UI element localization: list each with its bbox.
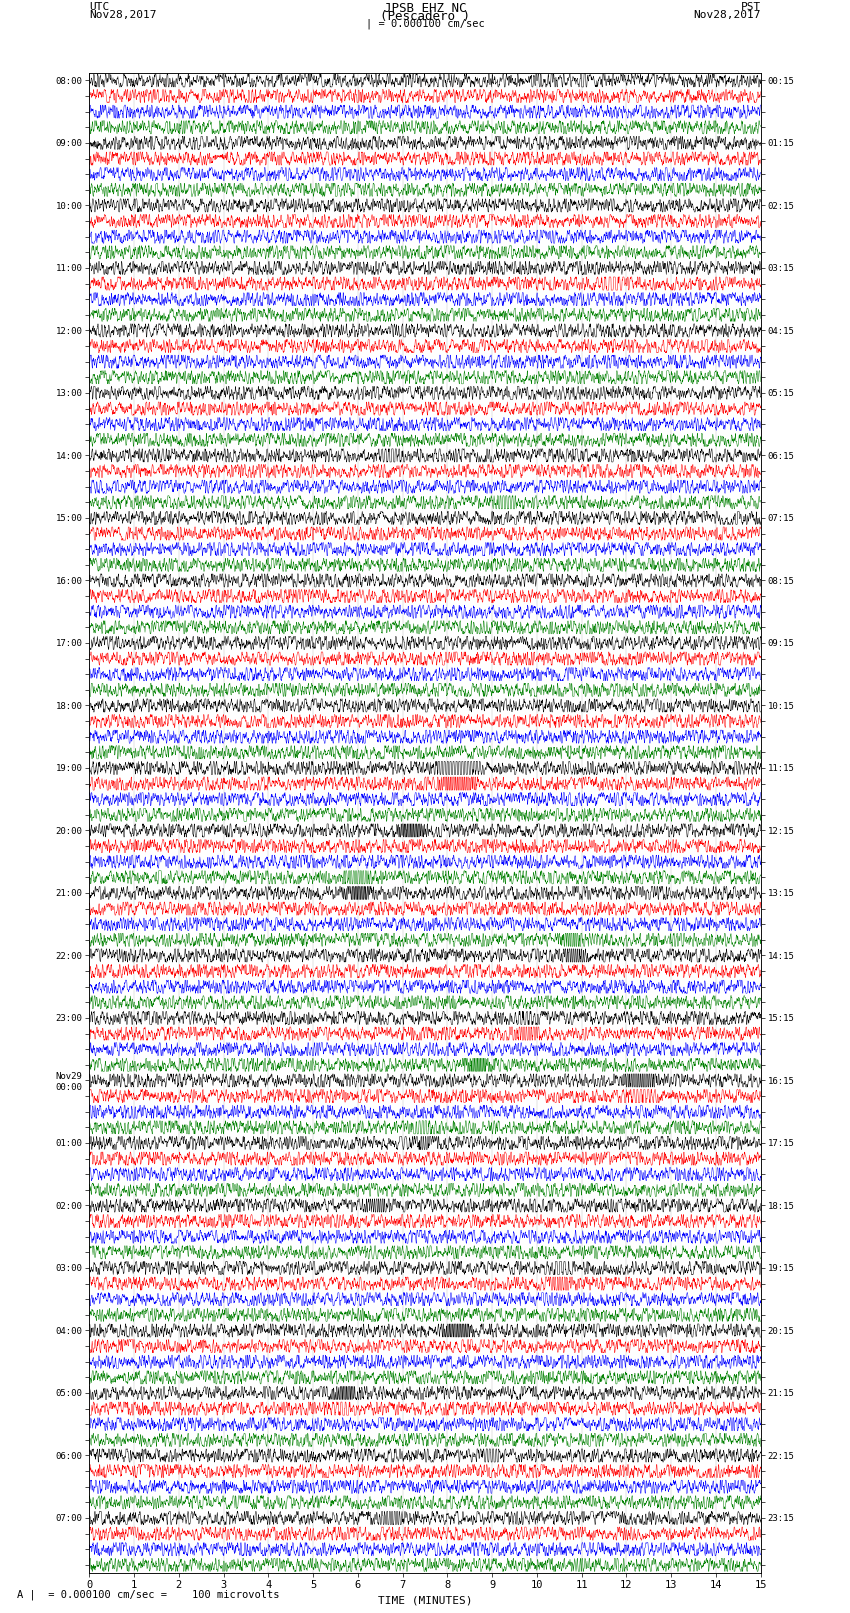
Text: (Pescadero ): (Pescadero )	[380, 11, 470, 24]
Text: Nov28,2017: Nov28,2017	[89, 11, 156, 21]
Text: | = 0.000100 cm/sec: | = 0.000100 cm/sec	[366, 18, 484, 29]
Text: UTC: UTC	[89, 3, 110, 13]
Text: JPSB EHZ NC: JPSB EHZ NC	[383, 3, 467, 16]
Text: Nov28,2017: Nov28,2017	[694, 11, 761, 21]
Text: PST: PST	[740, 3, 761, 13]
X-axis label: TIME (MINUTES): TIME (MINUTES)	[377, 1595, 473, 1605]
Text: A |  = 0.000100 cm/sec =    100 microvolts: A | = 0.000100 cm/sec = 100 microvolts	[17, 1589, 280, 1600]
